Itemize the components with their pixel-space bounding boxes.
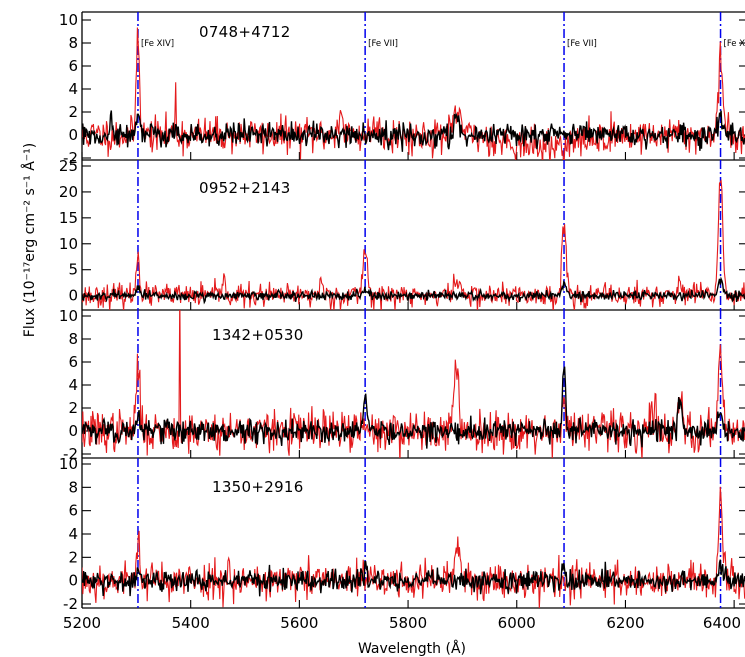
x-axis-title: Wavelength (Å)	[358, 640, 466, 657]
x-tick-label: 5400	[172, 614, 210, 632]
panel-object-name: 1342+0530	[212, 326, 304, 344]
y-tick-label: 0	[68, 126, 78, 144]
y-tick-label: 4	[68, 525, 78, 543]
y-tick-label: 0	[68, 572, 78, 590]
x-axis: 5200 5400 5600 5800 6000 6200 6400	[63, 614, 741, 632]
y-tick-label: 10	[59, 235, 78, 253]
y-tick-label: 8	[68, 34, 78, 52]
y-axis-title: Flux (10⁻¹⁷erg cm⁻² s⁻¹ Å⁻¹)	[21, 143, 38, 337]
black-spectrum-line	[82, 366, 745, 449]
y-tick-label: 6	[68, 57, 78, 75]
x-tick-label: 6400	[703, 614, 741, 632]
y-tick-label: 10	[59, 11, 78, 29]
panels-layer: -2 0 2 4 6 8 10 [Fe XIV] [Fe VII] [Fe VII] [Fe X] 0…	[59, 11, 745, 613]
panel-object-name: 0748+4712	[199, 23, 291, 41]
y-tick-label: 4	[68, 80, 78, 98]
y-tick-label: 2	[68, 548, 78, 566]
x-tick-label: 6000	[498, 614, 536, 632]
y-tick-label: -2	[63, 149, 78, 167]
y-tick-label: 4	[68, 376, 78, 394]
y-tick-label: 6	[68, 502, 78, 520]
reference-line-label: [Fe VII]	[567, 39, 597, 49]
y-tick-label: 10	[59, 455, 78, 473]
y-tick-label: 0	[68, 287, 78, 305]
y-tick-label: 6	[68, 353, 78, 371]
y-tick-label: -2	[63, 595, 78, 613]
panel-object-name: 0952+2143	[199, 179, 291, 197]
y-tick-label: -2	[63, 445, 78, 463]
reference-line-label: [Fe X]	[724, 39, 745, 49]
reference-line-label: [Fe XIV]	[141, 39, 174, 49]
x-tick-label: 5800	[389, 614, 427, 632]
x-tick-label: 5600	[280, 614, 318, 632]
y-tick-label: 20	[59, 183, 78, 201]
panel-1: -2 0 2 4 6 8 10 [Fe XIV] [Fe VII] [Fe VII] [Fe X] 0…	[59, 11, 745, 167]
red-spectrum-line	[82, 27, 745, 160]
y-tick-label: 10	[59, 307, 78, 325]
y-tick-label: 5	[68, 261, 78, 279]
black-spectrum-line	[82, 276, 745, 305]
y-tick-label: 15	[59, 209, 78, 227]
y-tick-label: 8	[68, 330, 78, 348]
panel-4: -2 0 2 4 6 8 10 1350+2916	[59, 455, 745, 613]
panel-2: 0 5 10 15 20 25 0952+2143	[59, 157, 745, 311]
x-tick-label: 5200	[63, 614, 101, 632]
y-tick-label: 2	[68, 399, 78, 417]
y-tick-label: 8	[68, 478, 78, 496]
y-tick-label: 0	[68, 422, 78, 440]
black-spectrum-line	[82, 559, 745, 597]
reference-line-label: [Fe VII]	[368, 39, 398, 49]
panel-object-name: 1350+2916	[212, 478, 304, 496]
black-spectrum-line	[82, 110, 745, 152]
y-tick-label: 2	[68, 103, 78, 121]
panel-3: -2 0 2 4 6 8 10 1342+0530	[59, 307, 745, 463]
x-tick-label: 6200	[606, 614, 644, 632]
red-spectrum-line	[82, 486, 745, 608]
y-tick-label: 25	[59, 157, 78, 175]
